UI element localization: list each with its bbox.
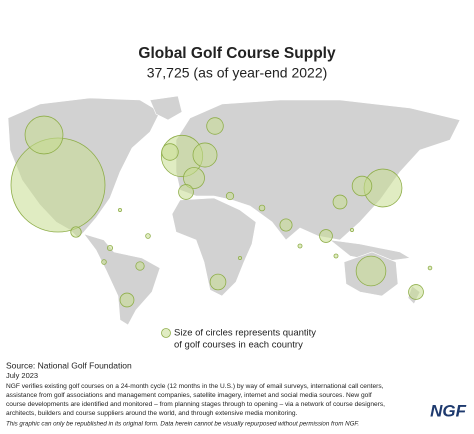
legend-symbol (161, 328, 171, 338)
disclaimer: This graphic can only be republished in … (6, 421, 359, 428)
bubble (351, 175, 373, 197)
note: course developments are identified and m… (6, 401, 385, 408)
bubble (161, 143, 179, 161)
bubble (332, 194, 348, 210)
source: Source: National Golf Foundation (6, 360, 132, 370)
bubble (297, 243, 303, 249)
south-america (83, 233, 161, 326)
bubble (135, 261, 145, 271)
bubble (178, 184, 194, 200)
bubble (427, 265, 433, 271)
legend-text: Size of circles represents quantity (174, 328, 316, 339)
bubble (319, 229, 333, 243)
bubble (70, 226, 82, 238)
bubble (408, 284, 424, 300)
eurasia (175, 99, 461, 241)
bubble (183, 167, 205, 189)
note: assistance from golf associations and ma… (6, 392, 372, 399)
logo: NGF (430, 401, 467, 420)
bubble (333, 253, 339, 259)
bubble (192, 142, 218, 168)
bubble (10, 137, 106, 233)
southeast-asia (328, 239, 411, 263)
africa (171, 197, 257, 297)
bubble (355, 255, 387, 287)
greenland (149, 95, 183, 121)
title: Global Golf Course Supply (138, 45, 336, 62)
bubble (24, 115, 64, 155)
bubble (117, 207, 123, 213)
subtitle: 37,725 (as of year-end 2022) (147, 65, 328, 81)
bubble (119, 292, 135, 308)
bubble (145, 233, 151, 239)
bubble (225, 191, 235, 201)
bubble (106, 244, 114, 252)
note: architects, builders and course supplier… (6, 410, 298, 417)
bubble (101, 259, 107, 265)
bubble (279, 218, 293, 232)
date: July 2023 (6, 371, 38, 380)
bubble (206, 117, 224, 135)
bubble (237, 255, 243, 261)
bubble (349, 227, 355, 233)
legend-text: of golf courses in each country (174, 340, 303, 351)
bubble (258, 204, 266, 212)
bubbles (10, 115, 433, 308)
bubble (209, 273, 227, 291)
note: NGF verifies existing golf courses on a … (6, 383, 384, 390)
